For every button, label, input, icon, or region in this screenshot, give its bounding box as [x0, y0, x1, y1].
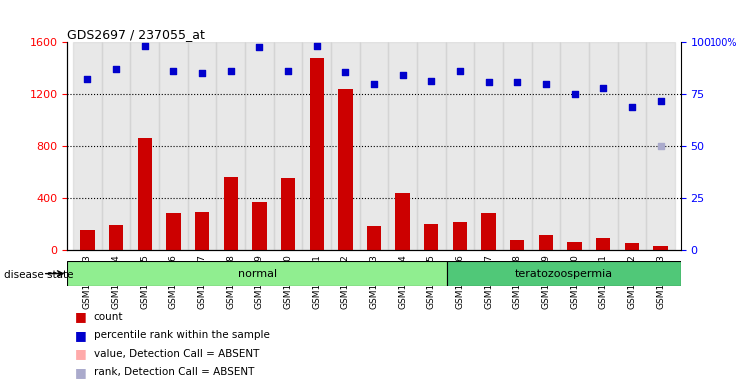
Point	[82, 76, 94, 82]
Point	[282, 68, 294, 74]
Point	[196, 70, 208, 76]
Bar	[447, 261, 681, 286]
Point	[224, 68, 236, 74]
Bar	[646, 42, 675, 250]
Bar	[560, 42, 589, 250]
Text: ■: ■	[75, 329, 87, 342]
Bar	[474, 42, 503, 250]
Text: normal: normal	[238, 268, 277, 279]
Y-axis label: 100%: 100%	[710, 38, 738, 48]
Bar	[532, 42, 560, 250]
Bar	[67, 261, 447, 286]
Bar	[280, 178, 295, 250]
Bar	[618, 42, 646, 250]
Bar	[446, 42, 474, 250]
Bar	[367, 226, 381, 250]
Bar	[159, 42, 188, 250]
Point	[396, 71, 408, 78]
Text: ■: ■	[75, 347, 87, 360]
Text: rank, Detection Call = ABSENT: rank, Detection Call = ABSENT	[94, 367, 254, 377]
Text: ■: ■	[75, 310, 87, 323]
Bar	[216, 42, 245, 250]
Bar	[539, 235, 553, 250]
Text: value, Detection Call = ABSENT: value, Detection Call = ABSENT	[94, 349, 259, 359]
Point	[110, 66, 122, 73]
Bar	[245, 42, 274, 250]
Point	[254, 44, 266, 50]
Point	[568, 91, 580, 97]
Point	[540, 81, 552, 87]
Bar	[310, 58, 324, 250]
Point	[654, 98, 666, 104]
Bar	[510, 240, 524, 250]
Point	[426, 78, 438, 84]
Bar	[568, 242, 582, 250]
Point	[368, 81, 380, 87]
Text: disease state: disease state	[4, 270, 73, 280]
Bar	[424, 224, 438, 250]
Point	[512, 79, 524, 86]
Bar	[396, 193, 410, 250]
Bar	[417, 42, 446, 250]
Bar	[596, 238, 610, 250]
Point	[168, 68, 180, 74]
Bar	[80, 230, 94, 250]
Bar	[195, 212, 209, 250]
Text: teratozoospermia: teratozoospermia	[515, 268, 613, 279]
Bar	[73, 42, 102, 250]
Bar	[302, 42, 331, 250]
Point	[454, 68, 466, 74]
Bar	[102, 42, 130, 250]
Text: GDS2697 / 237055_at: GDS2697 / 237055_at	[67, 28, 205, 41]
Bar	[453, 222, 468, 250]
Bar	[503, 42, 532, 250]
Bar	[188, 42, 216, 250]
Bar	[654, 246, 668, 250]
Bar	[274, 42, 302, 250]
Text: percentile rank within the sample: percentile rank within the sample	[94, 330, 269, 340]
Bar	[130, 42, 159, 250]
Bar	[224, 177, 238, 250]
Bar	[252, 202, 266, 250]
Text: ■: ■	[75, 366, 87, 379]
Bar	[388, 42, 417, 250]
Point	[482, 79, 494, 86]
Bar	[138, 138, 152, 250]
Point	[138, 43, 150, 49]
Bar	[331, 42, 360, 250]
Bar	[166, 214, 180, 250]
Bar	[338, 89, 352, 250]
Bar	[625, 243, 639, 250]
Bar	[482, 214, 496, 250]
Point	[340, 69, 352, 75]
Bar	[109, 225, 123, 250]
Point	[598, 84, 610, 91]
Text: count: count	[94, 312, 123, 322]
Bar	[589, 42, 618, 250]
Point	[626, 104, 638, 110]
Point	[654, 143, 666, 149]
Bar	[360, 42, 388, 250]
Point	[310, 43, 322, 49]
